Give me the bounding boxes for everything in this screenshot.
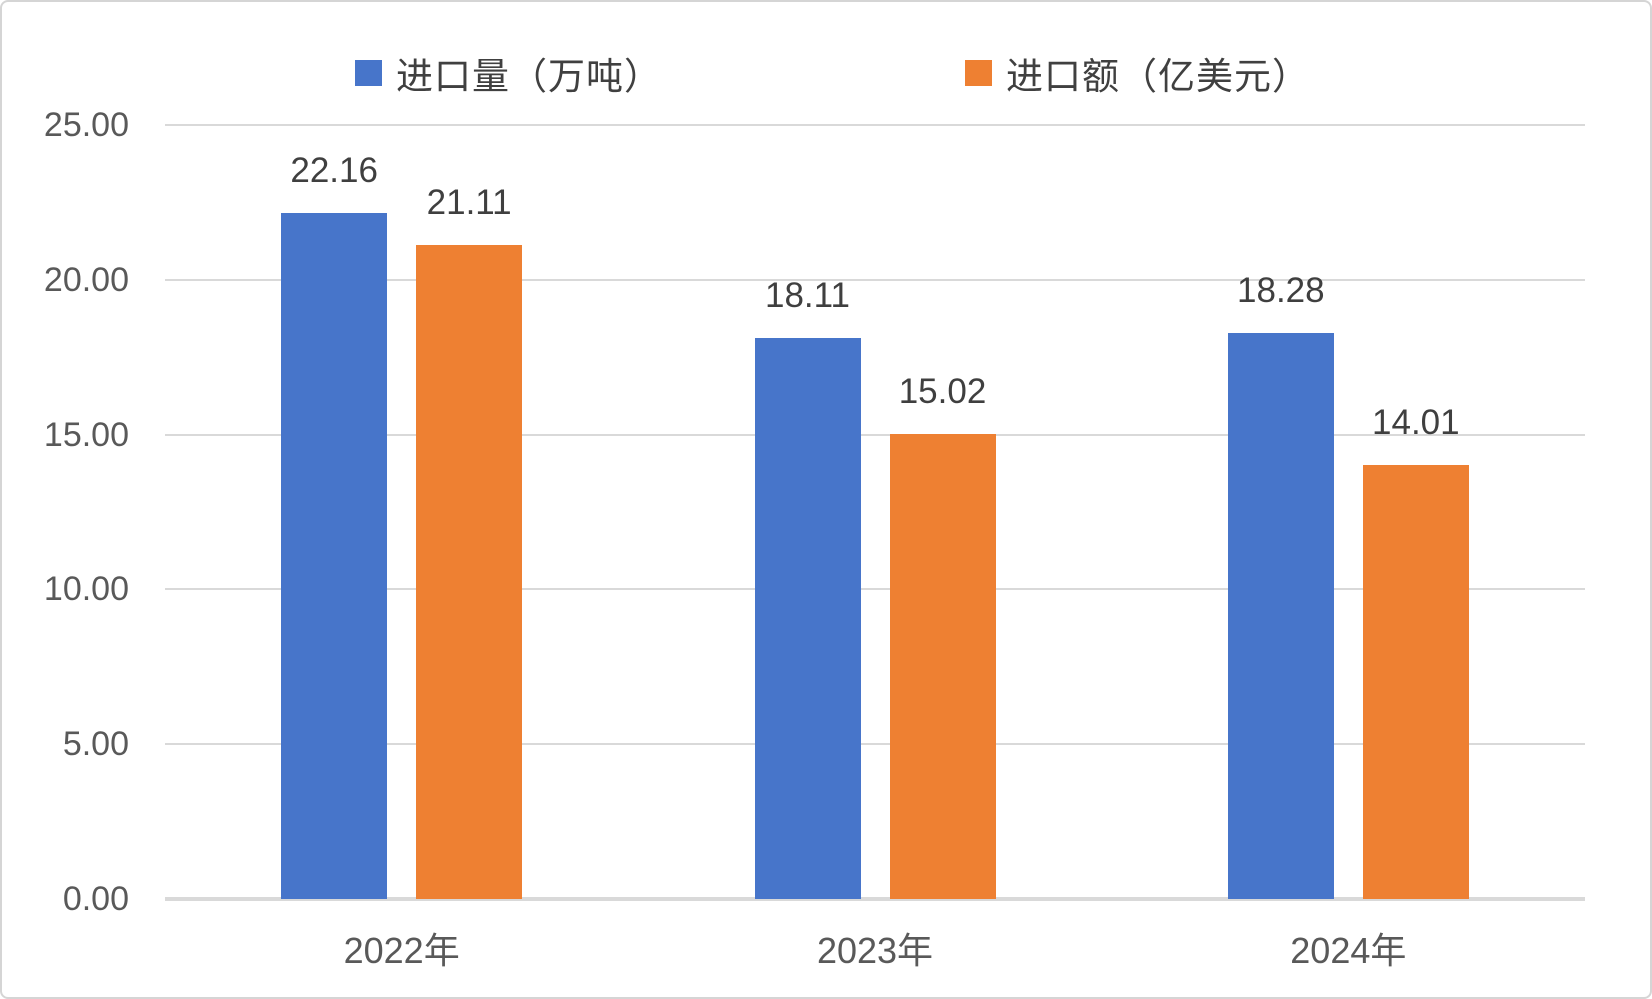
data-label: 22.16 <box>290 150 378 190</box>
gridline <box>165 743 1585 746</box>
bar-2022年-series-0 <box>281 212 388 899</box>
y-tick-label: 25.00 <box>43 106 129 144</box>
data-label: 15.02 <box>898 371 987 411</box>
y-tick-label: 20.00 <box>43 260 129 299</box>
gridline <box>165 588 1585 591</box>
y-tick-label: 10.00 <box>43 570 129 609</box>
data-label: 21.11 <box>426 183 512 223</box>
data-label: 18.28 <box>1237 271 1325 311</box>
legend-swatch-import-value <box>965 60 992 86</box>
x-axis-baseline <box>165 897 1585 901</box>
legend-item-import-volume: 进口量（万吨） <box>355 50 662 97</box>
gridline <box>165 124 1585 126</box>
x-category-label: 2022年 <box>343 930 460 971</box>
bar-2022年-series-1 <box>416 245 523 899</box>
legend-item-import-value: 进口额（亿美元） <box>965 50 1310 97</box>
bar-2024年-series-0 <box>1227 333 1334 899</box>
plot-area: 22.16 21.11 18.11 15.02 18.28 14.01 <box>165 124 1585 901</box>
x-category-label: 2024年 <box>1290 930 1407 971</box>
legend-label-import-value: 进口额（亿美元） <box>1006 56 1310 97</box>
y-tick-label: 15.00 <box>43 415 129 454</box>
gridline <box>165 278 1585 281</box>
data-label: 18.11 <box>765 276 850 316</box>
y-tick-label: 0.00 <box>62 880 129 918</box>
data-label: 14.01 <box>1372 403 1460 443</box>
legend-label-import-volume: 进口量（万吨） <box>396 56 662 97</box>
gridline <box>165 433 1585 436</box>
y-tick-label: 5.00 <box>62 725 129 764</box>
legend-swatch-import-volume <box>355 60 382 86</box>
bar-2023年-series-0 <box>754 338 861 899</box>
bar-2024年-series-1 <box>1362 465 1469 899</box>
x-category-label: 2023年 <box>816 930 934 971</box>
bar-2023年-series-1 <box>889 433 996 899</box>
